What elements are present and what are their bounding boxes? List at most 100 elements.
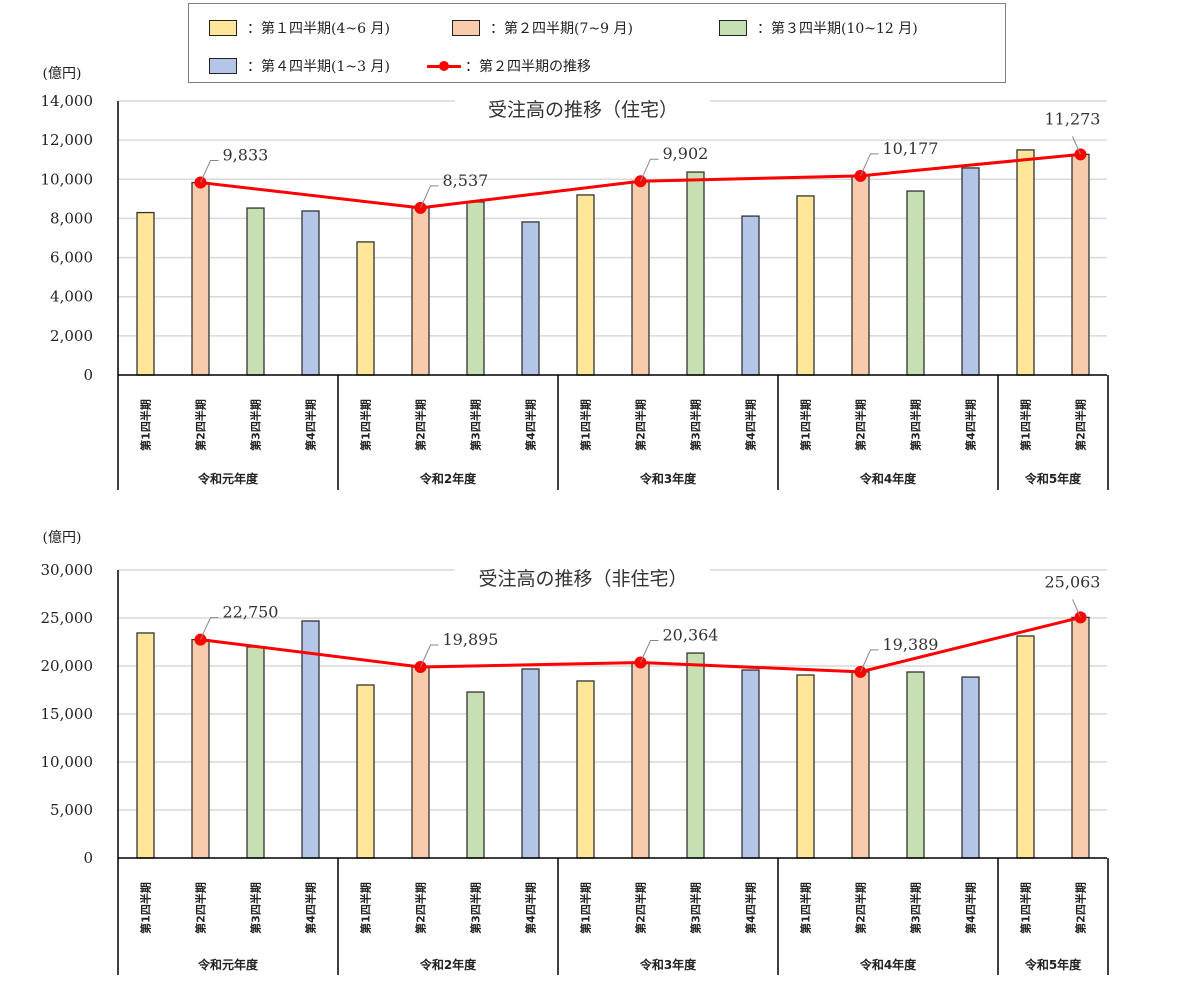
y-tick-label: 14,000 [41, 92, 94, 110]
chart-title-background [455, 562, 710, 588]
bar-q3 [906, 671, 925, 859]
x-category-label: 第1四半期 [359, 882, 373, 934]
data-label: 22,750 [223, 603, 279, 622]
chart-title: 受注高の推移（住宅） [488, 99, 678, 121]
bar-q3 [686, 652, 705, 859]
y-tick-label: 10,000 [41, 170, 94, 188]
y-tick-label: 0 [83, 849, 93, 867]
x-category-label: 第3四半期 [249, 399, 263, 451]
bar-q3 [466, 201, 485, 376]
bar-q4 [521, 221, 540, 376]
x-category-label: 第3四半期 [249, 882, 263, 934]
x-category-label: 第2四半期 [414, 882, 428, 934]
bar-q1 [1016, 149, 1035, 376]
x-category-label: 第2四半期 [634, 399, 648, 451]
legend-label: ：第１四半期(4~6 月) [247, 21, 390, 37]
x-group-label: 令和元年度 [197, 471, 259, 486]
x-category-label: 第1四半期 [139, 399, 153, 451]
y-tick-label: 4,000 [50, 288, 93, 306]
y-tick-label: 20,000 [41, 657, 94, 675]
bar-q1 [1016, 635, 1035, 859]
data-label: 11,273 [1045, 109, 1101, 128]
data-label-leader [200, 617, 219, 640]
x-category-label: 第4四半期 [964, 882, 978, 934]
x-group-label: 令和4年度 [859, 471, 917, 486]
bar-q3 [246, 646, 265, 859]
bar-q2 [631, 661, 650, 859]
bar-q2 [851, 175, 870, 376]
x-category-label: 第1四半期 [799, 882, 813, 934]
x-group-label: 令和3年度 [639, 471, 697, 486]
x-category-label: 第4四半期 [744, 399, 758, 451]
x-category-label: 第4四半期 [964, 399, 978, 451]
x-category-label: 第4四半期 [304, 882, 318, 934]
y-tick-label: 0 [83, 366, 93, 384]
bar-q4 [961, 167, 980, 376]
x-category-label: 第4四半期 [524, 882, 538, 934]
x-category-label: 第2四半期 [194, 882, 208, 934]
x-category-label: 第3四半期 [909, 882, 923, 934]
bar-q1 [136, 632, 155, 859]
x-group-label: 令和4年度 [859, 957, 917, 972]
data-label: 19,389 [883, 635, 939, 654]
data-label-leader [420, 644, 439, 668]
bar-q4 [741, 215, 760, 376]
bar-q2 [411, 666, 430, 859]
legend-item-q2: ：第２四半期(7~9 月) [452, 18, 633, 38]
data-label: 19,895 [443, 630, 499, 649]
bar-q2 [1071, 616, 1090, 859]
x-category-label: 第4四半期 [304, 399, 318, 451]
y-tick-label: 6,000 [50, 249, 93, 267]
x-group-label: 令和5年度 [1024, 957, 1082, 972]
bar-q3 [906, 190, 925, 376]
legend-swatch-q4 [209, 58, 237, 74]
data-label: 9,833 [223, 146, 269, 165]
data-label: 8,537 [443, 171, 489, 190]
legend-item-q3: ：第３四半期(10~12 月) [719, 18, 918, 38]
legend-swatch-q2 [452, 20, 480, 36]
bar-q4 [741, 669, 760, 859]
x-category-label: 第3四半期 [469, 882, 483, 934]
y-tick-label: 25,000 [41, 609, 94, 627]
legend-label: ：第３四半期(10~12 月) [757, 21, 918, 37]
x-category-label: 第3四半期 [689, 399, 703, 451]
data-label-leader [860, 649, 879, 673]
y-tick-label: 12,000 [41, 131, 94, 149]
x-category-label: 第2四半期 [634, 882, 648, 934]
data-label-leader [1072, 599, 1081, 618]
bar-q1 [576, 680, 595, 859]
bar-q2 [411, 207, 430, 376]
data-label: 25,063 [1045, 572, 1101, 591]
y-tick-label: 30,000 [41, 561, 94, 579]
x-category-label: 第2四半期 [1074, 399, 1088, 451]
x-category-label: 第4四半期 [524, 399, 538, 451]
legend-line-marker-icon [427, 59, 461, 73]
x-category-label: 第1四半期 [139, 882, 153, 934]
data-label: 20,364 [663, 626, 719, 645]
legend-swatch-q3 [719, 20, 747, 36]
x-category-label: 第3四半期 [469, 399, 483, 451]
y-tick-label: 15,000 [41, 705, 94, 723]
legend-item-q1: ：第１四半期(4~6 月) [209, 18, 390, 38]
bar-q2 [1071, 153, 1090, 376]
bar-q4 [521, 668, 540, 859]
data-label-leader [1072, 136, 1081, 155]
bar-q2 [631, 180, 650, 376]
x-category-label: 第1四半期 [579, 882, 593, 934]
y-axis-label: (億円) [43, 530, 82, 546]
data-label-leader [860, 153, 879, 177]
y-axis-label: (億円) [43, 66, 82, 82]
x-category-label: 第3四半期 [909, 399, 923, 451]
legend: ：第１四半期(4~6 月) ：第２四半期(7~9 月) ：第３四半期(10~12… [188, 3, 1006, 83]
data-label-leader [640, 640, 659, 663]
x-group-label: 令和3年度 [639, 957, 697, 972]
x-group-label: 令和2年度 [419, 471, 477, 486]
bar-q3 [246, 207, 265, 376]
y-tick-label: 8,000 [50, 209, 93, 227]
x-category-label: 第2四半期 [854, 882, 868, 934]
bar-q1 [356, 241, 375, 376]
x-category-label: 第3四半期 [689, 882, 703, 934]
x-group-label: 令和元年度 [197, 957, 259, 972]
data-label-leader [640, 158, 659, 182]
bar-q1 [576, 194, 595, 376]
